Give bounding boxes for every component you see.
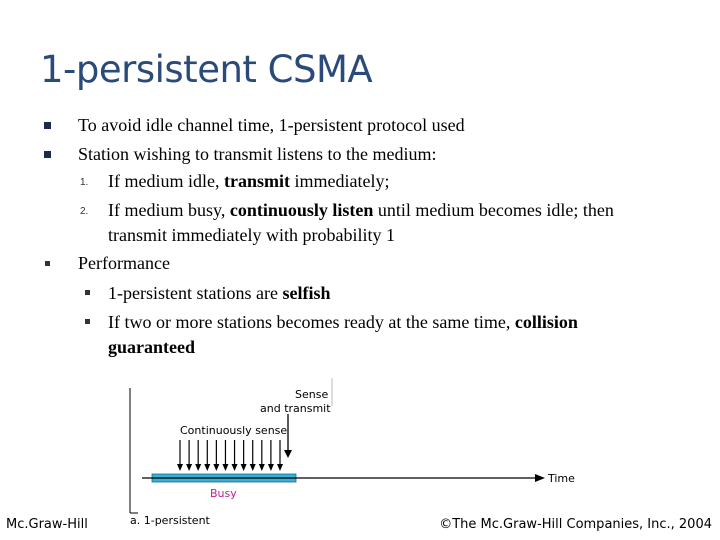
sub-bullet-text: If two or more stations becomes ready at… xyxy=(108,312,515,332)
numbered-item: If medium busy, continuously listen unti… xyxy=(108,199,614,221)
sense-and-transmit-arrowhead xyxy=(284,450,292,458)
numbered-item-bold: continuously listen xyxy=(229,200,374,220)
numbered-item: If medium idle, transmit immediately; xyxy=(108,170,389,192)
footer-copyright: ©The Mc.Graw-Hill Companies, Inc., 2004 xyxy=(439,517,712,532)
sub-bullet-item: 1-persistent stations are selfish xyxy=(108,282,330,304)
sub-bullet-bold: collision xyxy=(514,312,578,332)
numbered-item-continuation: transmit immediately with probability 1 xyxy=(108,225,395,245)
continuously-sense-label: Continuously sense xyxy=(180,424,287,437)
number-marker: 1. xyxy=(80,177,89,188)
sub-bullet-item: If two or more stations becomes ready at… xyxy=(108,311,578,333)
sense-arrow-head xyxy=(240,464,247,471)
number-marker: 2. xyxy=(80,206,89,217)
sense-arrow-head xyxy=(277,464,283,471)
time-axis-arrowhead xyxy=(535,474,545,482)
sense-arrow-head xyxy=(258,464,265,471)
sense-label-line2: and transmit xyxy=(260,402,331,415)
sub-bullet-marker xyxy=(85,290,90,295)
sense-arrow-head xyxy=(186,464,193,471)
busy-label: Busy xyxy=(210,487,237,500)
figure-caption: a. 1-persistent xyxy=(130,514,211,527)
csma-timing-figure: Sense and transmit Continuously sense Ti… xyxy=(129,378,575,527)
sense-arrow-head xyxy=(222,464,229,471)
numbered-item-bold: transmit xyxy=(223,171,290,191)
numbered-item-text: until medium becomes idle; then xyxy=(373,200,614,220)
sense-arrow-head xyxy=(213,464,220,471)
page-title: 1-persistent CSMA xyxy=(40,48,373,91)
sub-bullet-text: 1-persistent stations are xyxy=(108,283,283,303)
bullet-marker xyxy=(45,261,50,266)
sense-label: Sense xyxy=(295,388,328,401)
continuous-sense-arrows xyxy=(177,440,283,471)
sub-bullet-marker xyxy=(85,319,90,324)
numbered-item-text: immediately; xyxy=(289,171,390,191)
sub-bullet-continuation: guaranteed xyxy=(108,337,195,357)
time-label: Time xyxy=(547,472,575,485)
sense-arrow-head xyxy=(204,464,211,471)
sense-arrow-head xyxy=(249,464,256,471)
sense-arrow-head xyxy=(195,464,202,471)
bullet-text: Station wishing to transmit listens to t… xyxy=(78,144,437,164)
footer-publisher: Mc.Graw-Hill xyxy=(6,517,88,532)
numbered-item-text: If medium idle, xyxy=(108,171,224,191)
bullet-text: To avoid idle channel time, 1-persistent… xyxy=(78,115,465,135)
sense-arrow-head xyxy=(231,464,238,471)
sub-bullet-bold: selfish xyxy=(282,283,331,303)
numbered-item-text: If medium busy, xyxy=(108,200,230,220)
bullet-marker xyxy=(44,151,51,158)
sense-arrow-head xyxy=(177,464,183,471)
bullet-marker xyxy=(44,122,51,129)
bullet-text: Performance xyxy=(78,253,170,273)
sense-arrow-head xyxy=(267,464,274,471)
